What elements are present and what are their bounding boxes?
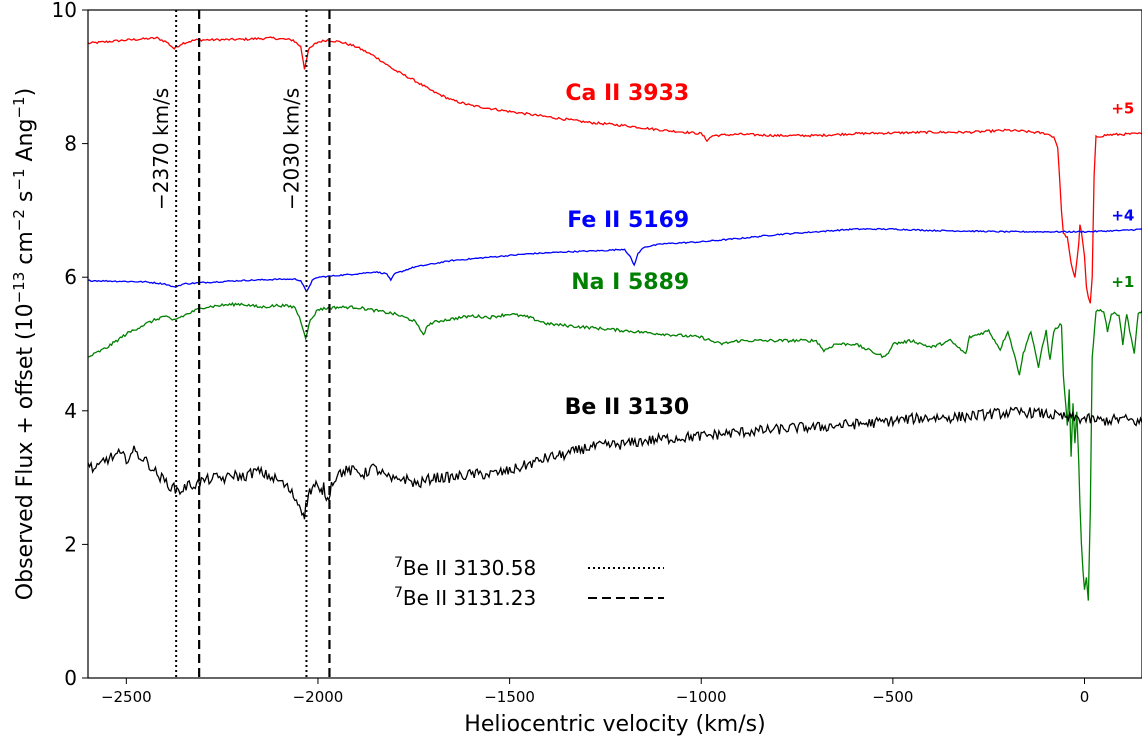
x-tick-label: −1500 — [484, 688, 535, 706]
vline-layer — [175, 10, 331, 678]
y-tick-label: 6 — [64, 265, 77, 289]
x-tick-label: −500 — [872, 688, 913, 706]
x-tick-label: 0 — [1080, 688, 1090, 706]
velocity-label: −2370 km/s — [149, 88, 173, 210]
x-tick-label: −2500 — [101, 688, 152, 706]
x-tick-label: −1000 — [676, 688, 727, 706]
y-tick-label: 2 — [64, 532, 77, 556]
series-line-be-ii-3130 — [88, 406, 1142, 520]
y-axis-label: Observed Flux + offset (10−13 cm−2 s−1 A… — [10, 88, 38, 600]
y-tick-label: 10 — [52, 0, 77, 22]
series-label-fe-ii-5169: Fe II 5169 — [567, 208, 689, 233]
offset-label-na-i-5889: +1 — [1111, 273, 1134, 291]
x-axis-label: Heliocentric velocity (km/s) — [464, 712, 765, 737]
series-line-na-i-5889 — [88, 301, 1142, 601]
series-label-be-ii-3130: Be II 3130 — [565, 395, 690, 420]
series-label-ca-ii-3933: Ca II 3933 — [565, 81, 689, 106]
y-tick-label: 0 — [64, 666, 77, 690]
legend-entry-label: 7Be II 3131.23 — [394, 585, 536, 610]
label-layer: −2370 km/s −2030 km/s Ca II 3933 +5 Fe II 51… — [149, 81, 1134, 420]
series-line-fe-ii-5169 — [88, 227, 1142, 293]
velocity-label: −2030 km/s — [279, 88, 303, 210]
legend: 7Be II 3130.58 7Be II 3131.23 — [394, 555, 664, 610]
offset-label-fe-ii-5169: +4 — [1111, 206, 1134, 224]
legend-entry-label: 7Be II 3130.58 — [394, 555, 536, 580]
y-tick-label: 4 — [64, 399, 77, 423]
series-label-na-i-5889: Na I 5889 — [571, 270, 689, 295]
plot-frame — [87, 9, 1142, 679]
x-tick-label: −2000 — [293, 688, 344, 706]
series-layer — [88, 36, 1142, 601]
axes-layer: −2500 −2000 −1500 −1000 −500 0 0 2 4 6 8 10 Heliocen… — [10, 0, 1142, 737]
y-tick-label: 8 — [64, 132, 77, 156]
series-line-ca-ii-3933 — [88, 36, 1142, 304]
offset-label-ca-ii-3933: +5 — [1111, 100, 1134, 118]
